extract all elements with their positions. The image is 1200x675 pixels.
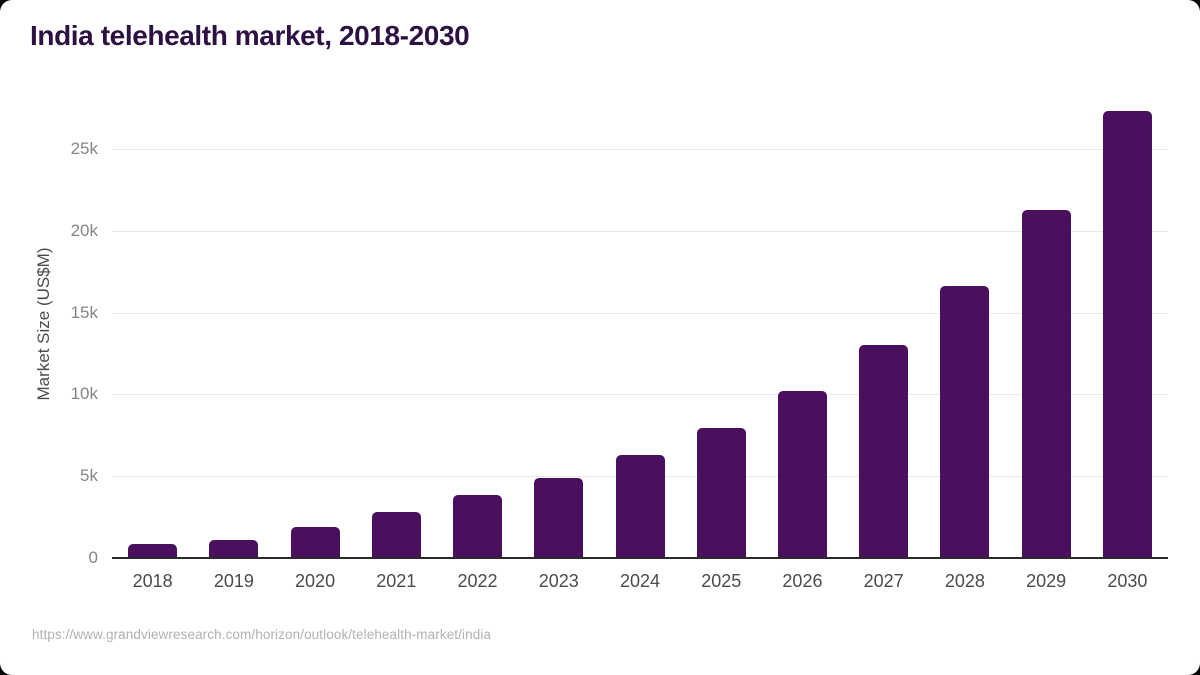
bar-2030 <box>1102 111 1152 558</box>
plot-area: 0 5k 10k 15k 20k 25k 2018 2019 2020 2021 2022 2023 2… <box>71 100 1168 591</box>
gridline-20k <box>112 230 1168 232</box>
x-tick-label: 2028 <box>944 571 985 591</box>
x-tick-label: 2022 <box>457 571 498 591</box>
source-url: https://www.grandviewresearch.com/horizo… <box>32 627 492 642</box>
bar-2022 <box>453 495 503 558</box>
bar-2019 <box>209 540 259 558</box>
x-tick-label: 2030 <box>1107 571 1148 591</box>
y-axis-title: Market Size (US$M) <box>34 247 53 401</box>
bar-2020 <box>290 526 340 558</box>
x-tick-label: 2021 <box>376 571 417 591</box>
y-tick-label: 15k <box>70 302 98 322</box>
x-tick-label: 2025 <box>701 571 742 591</box>
x-axis-line <box>112 557 1168 559</box>
bar-2025 <box>696 427 746 558</box>
bar-2027 <box>859 344 909 558</box>
x-tick-label: 2018 <box>132 571 173 591</box>
bar-2028 <box>940 285 990 558</box>
bar-2026 <box>777 391 827 558</box>
bar-2023 <box>534 477 584 558</box>
gridline-10k <box>112 394 1168 396</box>
x-tick-label: 2019 <box>213 571 254 591</box>
gridline-15k <box>112 312 1168 314</box>
x-tick-label: 2027 <box>863 571 904 591</box>
bar-2018 <box>128 544 178 558</box>
y-tick-label: 10k <box>70 384 98 404</box>
x-tick-label: 2023 <box>538 571 579 591</box>
x-tick-label: 2020 <box>295 571 336 591</box>
chart-title: India telehealth market, 2018-2030 <box>30 20 470 51</box>
y-tick-label: 20k <box>70 220 98 240</box>
y-tick-label: 0 <box>88 548 98 567</box>
x-tick-label: 2024 <box>619 571 661 591</box>
gridline-25k <box>112 149 1168 150</box>
y-tick-label: 5k <box>80 466 98 486</box>
bar-2021 <box>371 512 421 558</box>
x-tick-label: 2029 <box>1026 571 1067 591</box>
bar-2029 <box>1021 209 1071 558</box>
y-tick-label: 25k <box>70 139 98 158</box>
bar-2024 <box>615 455 665 558</box>
x-tick-label: 2026 <box>782 571 823 591</box>
